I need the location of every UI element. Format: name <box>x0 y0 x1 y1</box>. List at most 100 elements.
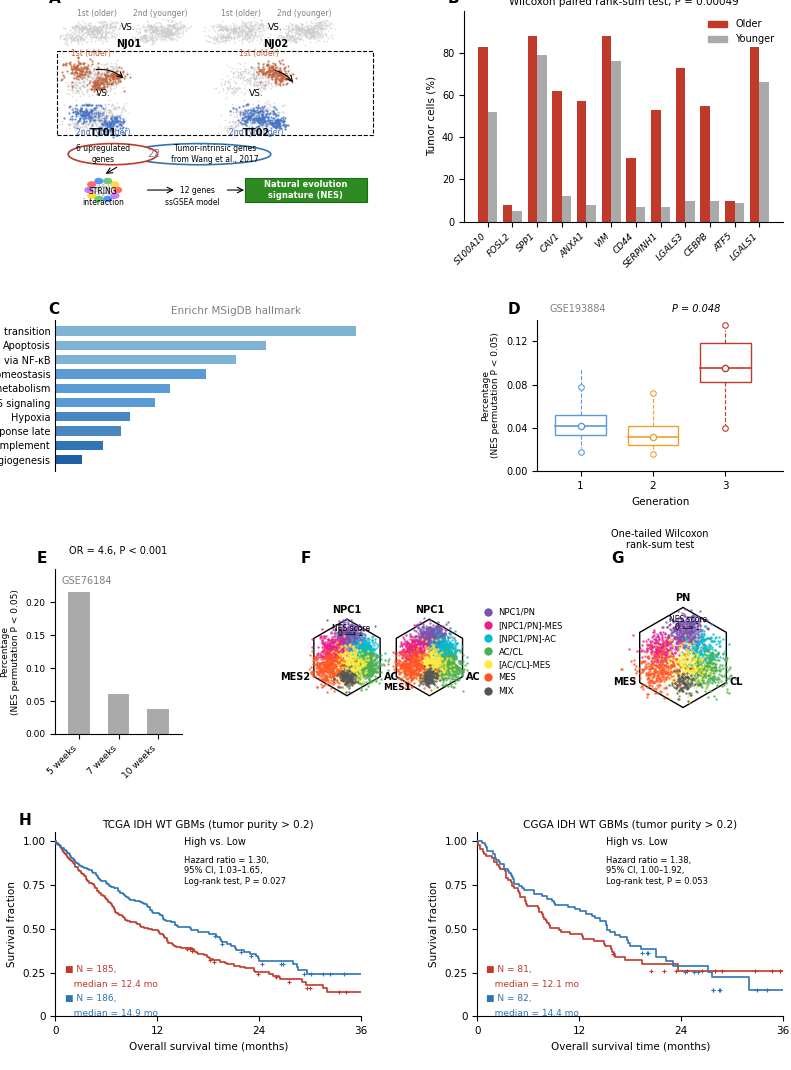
Point <box>434 639 447 656</box>
Point <box>328 633 341 651</box>
Point <box>722 669 735 686</box>
Point <box>430 617 443 635</box>
Point <box>430 654 443 671</box>
Point <box>328 660 341 677</box>
Point <box>689 632 702 649</box>
Point <box>686 630 698 647</box>
Point <box>267 57 279 74</box>
Point <box>439 643 452 660</box>
Point <box>673 671 686 688</box>
Point <box>249 70 262 87</box>
Point <box>247 20 259 37</box>
Point <box>331 633 343 651</box>
Point <box>252 113 264 131</box>
Point <box>402 671 414 688</box>
Point <box>252 117 264 134</box>
Point <box>446 678 459 696</box>
Point <box>282 72 295 89</box>
Point <box>79 82 92 100</box>
Point <box>252 70 265 87</box>
Point <box>683 632 696 649</box>
Point <box>346 632 359 649</box>
Point <box>252 93 264 110</box>
Point <box>418 663 430 681</box>
Point <box>446 653 459 670</box>
Point <box>67 120 80 137</box>
Point <box>282 19 295 36</box>
Point <box>85 118 98 135</box>
Point <box>199 27 211 44</box>
Point <box>664 647 677 664</box>
Point <box>642 669 654 686</box>
Point <box>422 652 434 669</box>
Point <box>411 671 423 688</box>
Point <box>258 73 271 90</box>
Point <box>433 662 446 679</box>
Point <box>431 662 444 679</box>
Point <box>422 652 434 669</box>
Point <box>229 74 242 91</box>
Point <box>316 642 329 659</box>
Point <box>414 623 426 640</box>
Point <box>97 17 109 34</box>
Point <box>426 654 439 671</box>
Point <box>420 659 433 676</box>
Point <box>270 72 282 89</box>
Point <box>676 666 689 683</box>
Point <box>230 17 243 34</box>
Point <box>146 18 159 35</box>
Point <box>102 74 115 91</box>
Point <box>259 70 272 87</box>
Point <box>430 672 442 689</box>
Point <box>401 656 414 673</box>
Point <box>334 642 346 659</box>
Point <box>295 15 308 32</box>
Point <box>309 33 322 50</box>
Point <box>271 64 284 81</box>
Point <box>683 671 695 688</box>
Point <box>691 623 704 640</box>
Point <box>234 65 247 82</box>
Point <box>702 653 715 670</box>
Point <box>290 70 302 87</box>
Point <box>426 664 438 682</box>
Point <box>305 25 317 42</box>
Point <box>649 644 662 661</box>
Point <box>324 631 337 648</box>
Point <box>313 662 326 679</box>
Point <box>660 636 673 653</box>
Point <box>702 653 714 670</box>
Point <box>698 617 711 635</box>
Point <box>355 642 368 659</box>
Point <box>664 658 677 675</box>
Point <box>219 16 232 33</box>
Point <box>249 109 262 126</box>
Text: Hazard ratio = 1.38,
95% CI, 1.00–1.92,
Log-rank test, P = 0.053: Hazard ratio = 1.38, 95% CI, 1.00–1.92, … <box>606 856 708 886</box>
Point <box>238 62 251 79</box>
Point <box>70 20 82 37</box>
Point <box>324 637 336 654</box>
Point <box>452 659 465 676</box>
Point <box>339 656 351 673</box>
Point <box>74 80 86 97</box>
Point <box>416 654 429 671</box>
Point <box>93 31 105 48</box>
Point <box>238 18 251 35</box>
Point <box>418 651 431 668</box>
Point <box>261 19 274 36</box>
Point <box>253 28 266 45</box>
Point <box>332 654 345 671</box>
Point <box>437 642 450 659</box>
Point <box>111 58 123 75</box>
Point <box>114 17 127 34</box>
Point <box>434 666 447 683</box>
Point <box>271 116 284 133</box>
Point <box>673 614 686 631</box>
Point <box>128 32 141 49</box>
Point <box>104 61 116 78</box>
Point <box>160 11 172 28</box>
Point <box>348 661 361 678</box>
Point <box>686 638 698 655</box>
Point <box>701 629 713 646</box>
Point <box>660 654 672 671</box>
